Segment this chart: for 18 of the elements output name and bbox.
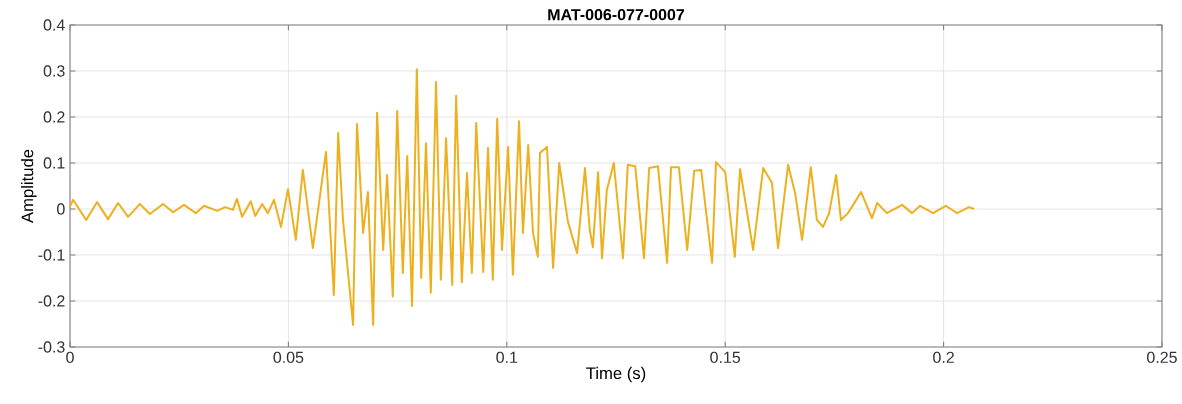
y-tick-label: -0.2 xyxy=(38,295,65,307)
x-tick-label: 0.25 xyxy=(1147,351,1177,364)
y-tick-label: 0 xyxy=(57,203,65,215)
y-tick-label: 0.1 xyxy=(43,157,65,169)
y-tick-label: -0.3 xyxy=(38,341,65,353)
x-axis-title: Time (s) xyxy=(586,366,646,383)
y-tick-label: 0.4 xyxy=(43,19,65,31)
x-tick-label: 0 xyxy=(66,351,74,364)
x-tick-label: 0.05 xyxy=(273,351,304,364)
y-tick-label: -0.1 xyxy=(38,249,65,261)
y-tick-label: 0.3 xyxy=(43,65,65,77)
chart-title: MAT-006-077-0007 xyxy=(548,8,685,21)
x-tick-label: 0.15 xyxy=(710,351,741,364)
y-axis-title: Amplitude xyxy=(21,149,37,224)
line-series xyxy=(70,68,976,326)
x-tick-label: 0.1 xyxy=(496,351,518,364)
y-tick-label: 0.2 xyxy=(43,111,65,123)
x-tick-label: 0.2 xyxy=(933,351,954,364)
